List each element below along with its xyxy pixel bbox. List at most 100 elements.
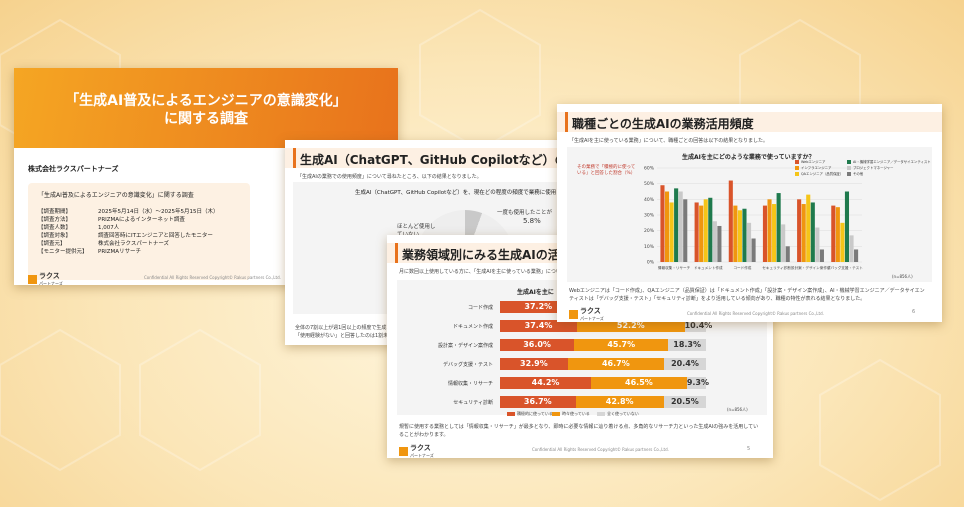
logo-text: ラクスパートナーズ (410, 443, 434, 458)
slide-subtitle: 「生成AIの業務での使用頻度」について尋ねたところ、以下の結果となりました。 (297, 174, 482, 180)
bar (751, 238, 756, 262)
bar-segment: 44.2% (500, 377, 592, 389)
y-tick-label: 10% (644, 244, 655, 250)
logo: ラクスパートナーズ (569, 306, 604, 322)
bar (810, 202, 815, 262)
legend-swatch (847, 166, 851, 170)
body-text: 「使用経験がない」と回答したのは1割未満 (295, 333, 394, 339)
bar-segment: 42.8% (575, 396, 664, 408)
bar (801, 204, 806, 262)
legend-swatch (552, 412, 560, 416)
logo-name: ラクス (318, 344, 342, 345)
bar (703, 199, 708, 262)
bar-chart: 0% 10% 20% 30% 40% 50% 60% 情報収集・リサーチ ドキュメント作成 コード… (644, 159, 931, 270)
legend-label: 時々使っている (562, 411, 590, 416)
legend-label: プロジェクトマネージャー (853, 165, 894, 170)
logo-name: ラクス (39, 272, 60, 280)
logo-icon (569, 309, 578, 319)
sample-size: (n=856人) (892, 274, 913, 279)
y-tick-label: 20% (644, 228, 655, 234)
bar (737, 210, 742, 262)
x-tick-label: 情報収集・リサーチ (658, 265, 691, 270)
page-number: 6 (912, 309, 916, 315)
slide-title: 業務領域別にみる生成AIの活用 (402, 248, 572, 262)
cover-title: に関する調査 (164, 111, 248, 127)
row-key: 【調査元】 (38, 241, 66, 247)
bar (742, 208, 747, 262)
bar (664, 191, 670, 262)
legend-label: AI・機械学習エンジニア／データサイエンティスト (853, 159, 931, 164)
bar (781, 224, 786, 262)
pie-label: 一度も使用したことが (497, 210, 553, 216)
logo-sub: パートナーズ (410, 453, 434, 458)
bar (660, 185, 665, 262)
bar (831, 205, 836, 262)
legend-swatch (507, 412, 515, 416)
row-key: 【調査人数】 (38, 225, 72, 231)
bar (683, 199, 688, 262)
x-tick-label: ドキュメント作成 (694, 265, 723, 270)
logo-text: ラクスパートナーズ (39, 271, 63, 285)
bar-segment: 45.7% (574, 339, 669, 351)
bar (806, 194, 811, 262)
bar (772, 204, 777, 262)
row-key: 【調査期間】 (38, 209, 72, 215)
title-bar (285, 148, 590, 168)
title-accent (395, 243, 398, 263)
value-label: 20.4% (671, 359, 699, 368)
legend-swatch (847, 172, 851, 176)
cover-band (14, 68, 398, 148)
legend-swatch (597, 412, 605, 416)
page-number: 5 (747, 446, 751, 452)
bar (708, 197, 713, 262)
chart-title: 生成AI（ChatGPT、GitHub Copilotなど）を、現在どの程度の頻… (355, 190, 557, 196)
chart-note: その業務で「積極的に使っている」と回答した割合（%） (577, 165, 636, 176)
value-label: 37.2% (524, 302, 553, 311)
category-label: デバッグ支援・テスト (442, 362, 493, 368)
cover-title: 「生成AI普及によるエンジニアの意識変化」 (65, 93, 347, 109)
bar-segment: 20.4% (663, 358, 706, 370)
value-label: 36.0% (523, 340, 551, 349)
survey-box: 「生成AI普及によるエンジニアの意識変化」に関する調査 【調査期間】 2025年5月… (28, 183, 250, 280)
legend-label: 全く使っていない (607, 411, 639, 416)
x-tick-label: デバッグ支援・テスト (827, 265, 863, 270)
value-label: 10.4% (684, 321, 713, 330)
bar-segment: 9.3% (686, 377, 710, 389)
value-label: 37.4% (524, 321, 553, 330)
value-label: 52.2% (616, 321, 645, 330)
bar (854, 249, 859, 262)
body-text: 規暫に使用する業務としては「情報収集・リサーチ」が最多となり、即時に必要な情報に… (399, 424, 759, 438)
y-tick-label: 50% (644, 181, 655, 187)
slide-subtitle: 月に数回以上使用している方に、「生成AIを主に使っている業務」につい (399, 269, 561, 275)
value-label: 45.7% (607, 340, 636, 349)
chart-title: 生成AIを主に (517, 289, 554, 296)
chart-title: 生成AIを主にどのような業務で使っていますか？ (682, 154, 815, 161)
legend-swatch (795, 166, 799, 170)
row-key: 【調査対象】 (38, 233, 72, 239)
bar-segment: 36.7% (500, 396, 576, 408)
value-label: 9.3% (686, 378, 710, 387)
legend-label: 積極的に使っている (517, 411, 553, 416)
title-accent (565, 112, 568, 132)
category-label: ドキュメント作成 (452, 324, 493, 330)
value-label: 18.3% (673, 340, 702, 349)
value-label: 42.8% (605, 397, 634, 406)
bar-segment: 46.5% (591, 377, 687, 389)
bar-segment: 46.7% (567, 358, 664, 370)
bar (835, 207, 840, 262)
legend-swatch (795, 160, 799, 164)
bar-segment: 20.5% (663, 396, 706, 408)
bar (712, 221, 717, 262)
logo-name: ラクス (410, 444, 431, 452)
bar (767, 199, 772, 262)
value-label: 46.5% (625, 378, 653, 387)
bar (674, 188, 679, 262)
bar (785, 246, 790, 262)
logo-icon (399, 446, 408, 456)
logo-icon (28, 274, 37, 284)
value-label: 32.9% (520, 359, 548, 368)
footer: Confidential All Rights Reserved Copyrig… (532, 447, 669, 452)
y-tick-label: 40% (644, 197, 655, 203)
x-tick-label: コード作成 (733, 265, 751, 270)
title-bar (557, 112, 942, 132)
